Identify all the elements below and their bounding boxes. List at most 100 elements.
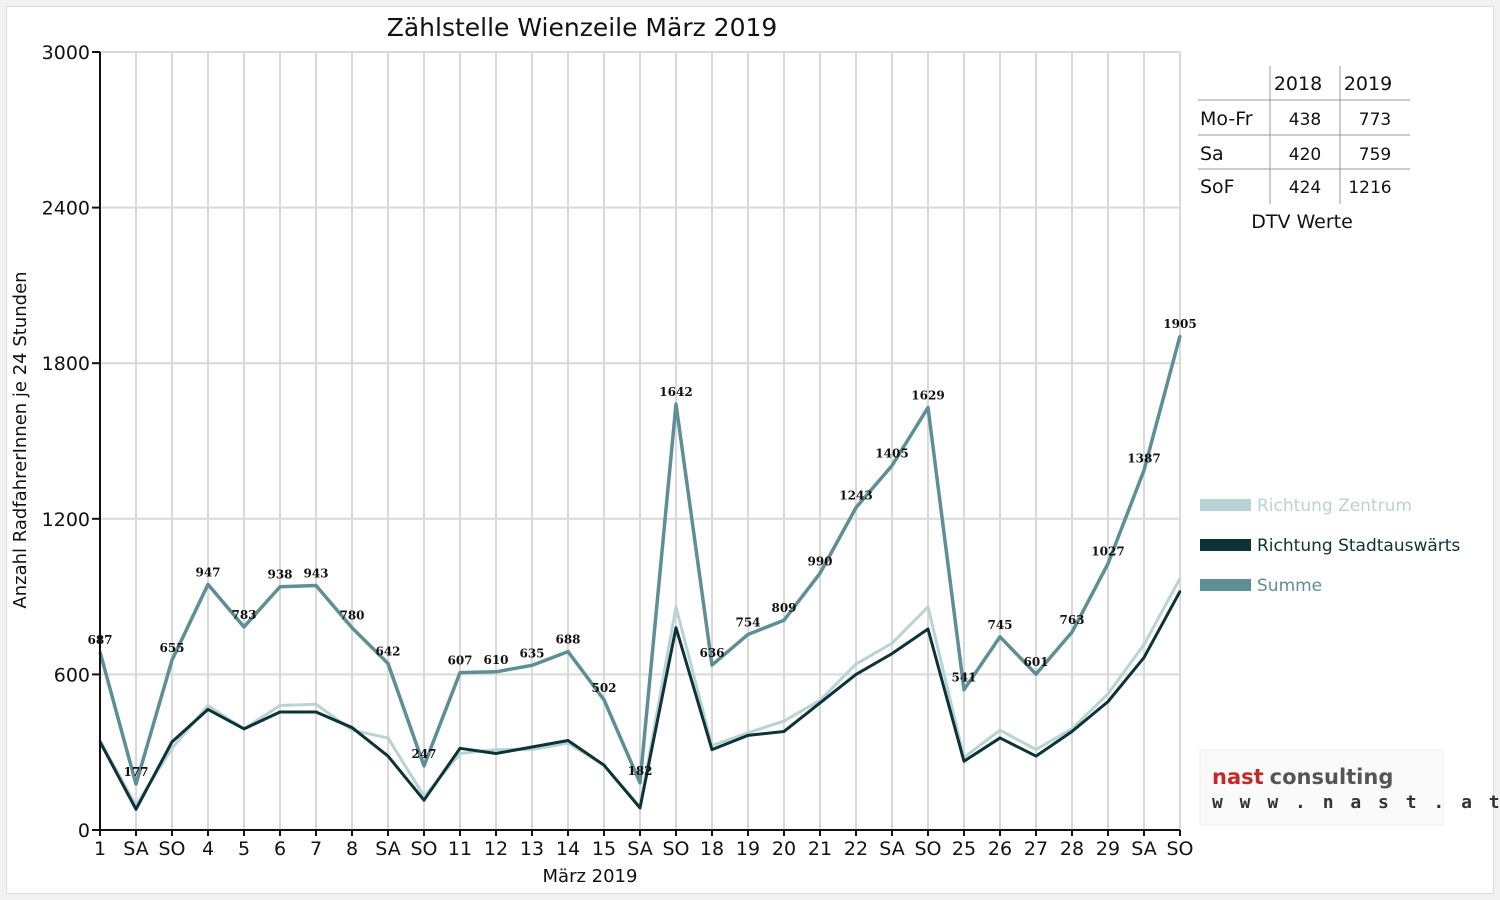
x-tick-label: 22 xyxy=(844,838,868,860)
data-point xyxy=(998,635,1002,638)
data-point xyxy=(1142,469,1146,472)
y-tick-label: 1200 xyxy=(42,509,90,531)
data-labels: 687 177 655 947 783 938 943 780 642 247 607 610 635 6… xyxy=(87,317,1196,779)
y-axis-label: Anzahl RadfahrerInnen je 24 Stunden xyxy=(10,271,31,608)
data-point xyxy=(386,662,390,665)
data-point xyxy=(890,464,894,467)
data-label: 990 xyxy=(807,554,832,568)
data-label: 1629 xyxy=(911,389,944,403)
x-tick-label: 19 xyxy=(736,838,760,860)
data-point xyxy=(1070,730,1074,733)
x-tick-label: SO xyxy=(662,838,689,860)
data-point xyxy=(1106,700,1110,703)
data-point xyxy=(782,719,786,723)
data-label: 247 xyxy=(411,747,436,761)
data-label: 938 xyxy=(267,568,292,582)
dtv-table: 2018 2019 Mo-Fr 438 773 Sa 420 759 SoF 4… xyxy=(1198,66,1410,233)
chart-title: Zählstelle Wienzeile März 2019 xyxy=(387,13,778,42)
data-point xyxy=(890,652,894,655)
data-label: 607 xyxy=(447,654,472,668)
data-point xyxy=(458,747,462,750)
data-label: 655 xyxy=(159,641,184,655)
data-label: 763 xyxy=(1059,613,1084,627)
data-point xyxy=(1070,630,1074,634)
data-point xyxy=(926,605,930,609)
logo-url: w w w . n a s t . a t xyxy=(1212,792,1500,813)
data-point xyxy=(854,673,858,676)
data-point xyxy=(314,710,318,714)
data-point xyxy=(926,406,930,409)
data-point xyxy=(566,739,570,742)
data-point xyxy=(278,585,282,588)
grid xyxy=(100,51,1181,830)
data-point xyxy=(962,688,966,691)
y-tick-label: 3000 xyxy=(42,42,90,64)
data-point xyxy=(530,664,534,667)
x-tick-label: SA xyxy=(1131,838,1156,860)
dtv-row-label-mofr: Mo-Fr xyxy=(1200,108,1253,130)
legend-label: Richtung Stadtauswärts xyxy=(1257,536,1460,556)
legend-label: Richtung Zentrum xyxy=(1257,496,1412,516)
data-point xyxy=(134,808,138,811)
dtv-row-label-sof: SoF xyxy=(1200,176,1235,198)
data-point xyxy=(206,704,210,707)
data-point xyxy=(926,627,930,631)
x-tick-label: SA xyxy=(879,838,904,860)
data-label: 502 xyxy=(591,681,616,695)
data-point xyxy=(206,583,210,586)
data-point xyxy=(494,752,498,755)
data-label: 642 xyxy=(375,645,400,659)
data-point xyxy=(422,798,426,802)
x-tick-label: 4 xyxy=(202,838,214,860)
legend-swatch xyxy=(1200,579,1251,591)
data-point xyxy=(242,727,246,731)
data-label: 745 xyxy=(987,618,1012,632)
x-tick-label: 8 xyxy=(346,838,358,860)
data-point xyxy=(458,752,462,755)
x-tick-label: 7 xyxy=(310,838,322,860)
x-tick-label: 15 xyxy=(592,838,616,860)
data-label: 1243 xyxy=(839,489,872,503)
data-point xyxy=(602,763,606,767)
x-tick-label: 5 xyxy=(238,838,250,860)
data-point xyxy=(350,726,354,729)
x-tick-label: SO xyxy=(1166,838,1193,860)
dtv-mofr-2018: 438 xyxy=(1289,110,1321,130)
data-point xyxy=(422,764,426,768)
data-point xyxy=(242,625,246,629)
data-point xyxy=(638,781,642,785)
data-label: 754 xyxy=(735,615,760,629)
data-point xyxy=(350,626,354,629)
data-point xyxy=(278,710,282,714)
data-point xyxy=(1106,562,1110,565)
series-summe xyxy=(98,334,1182,786)
legend-swatch xyxy=(1200,539,1251,551)
data-point xyxy=(530,748,534,751)
data-label: 635 xyxy=(519,646,544,660)
legend-swatch xyxy=(1200,499,1251,511)
axes: 0 600 1200 1800 2400 3000 1 SA SO 4 5 6 7 8 SA SO 11 12 13… xyxy=(42,42,1194,860)
data-point xyxy=(1178,590,1182,593)
data-point xyxy=(170,740,174,744)
x-tick-label: 18 xyxy=(700,838,724,860)
data-point xyxy=(1178,334,1182,338)
data-point xyxy=(746,734,750,737)
dtv-sa-2019: 759 xyxy=(1359,145,1391,165)
data-point xyxy=(314,703,318,706)
data-point xyxy=(1034,672,1038,676)
data-point xyxy=(1106,692,1110,696)
x-tick-label: 14 xyxy=(556,838,580,860)
data-point xyxy=(206,708,210,711)
data-point xyxy=(746,731,750,734)
data-point xyxy=(134,782,138,786)
chart-frame xyxy=(6,6,1494,894)
data-point xyxy=(458,671,462,674)
data-label: 610 xyxy=(483,653,508,667)
data-point xyxy=(962,760,966,763)
dtv-header-2019: 2019 xyxy=(1344,73,1392,95)
data-label: 1405 xyxy=(875,447,908,461)
x-tick-label: 29 xyxy=(1096,838,1120,860)
data-point xyxy=(1142,656,1146,659)
data-label: 177 xyxy=(123,765,148,779)
y-tick-label: 0 xyxy=(78,820,90,842)
